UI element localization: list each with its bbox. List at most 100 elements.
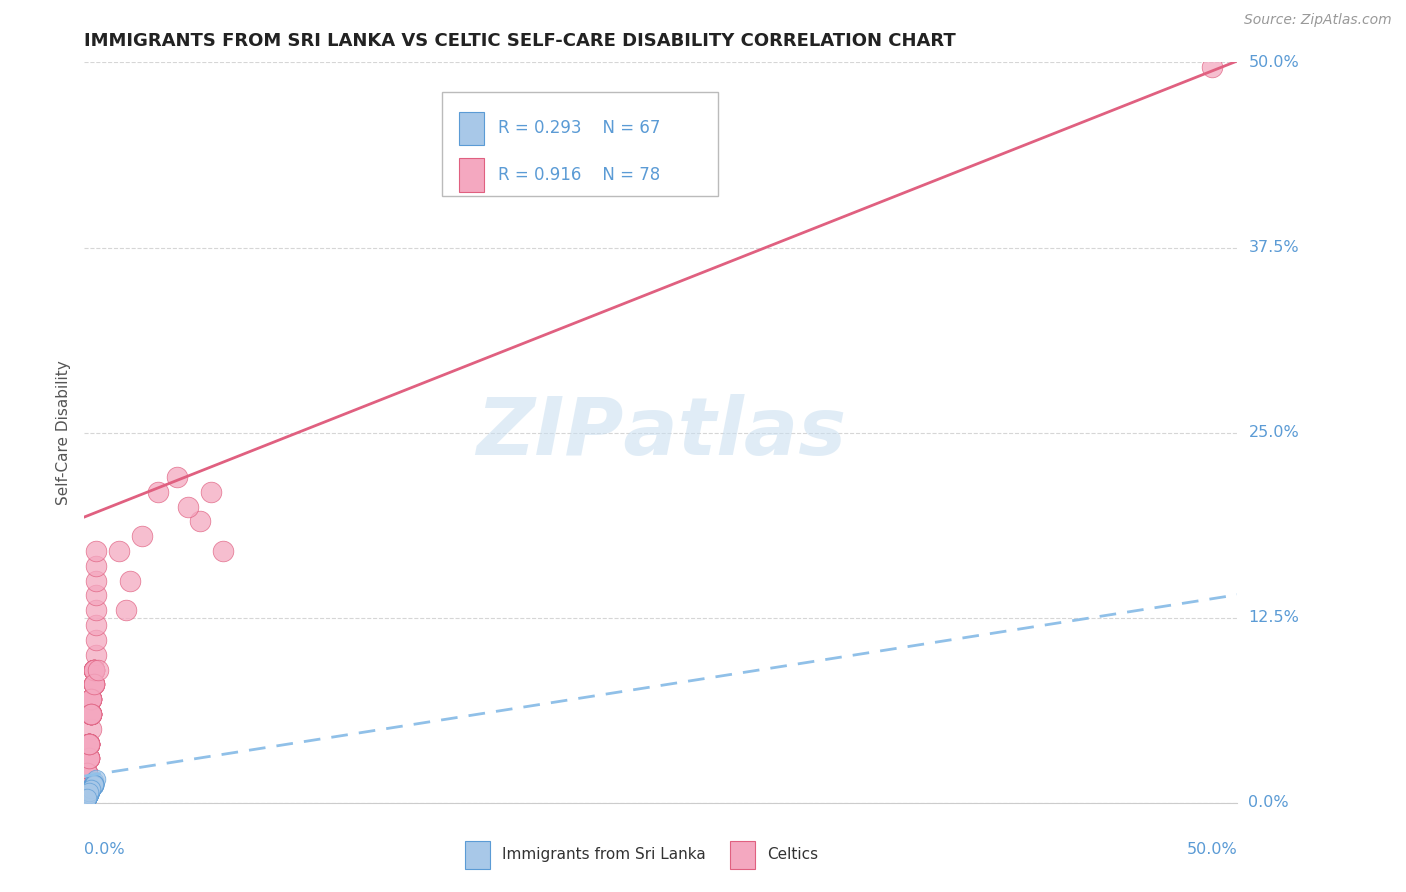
Point (76, 766, 98, 780)
Point (77, 737, 100, 751)
Point (76, 766, 98, 780)
Point (76, 766, 98, 780)
Text: R = 0.916    N = 78: R = 0.916 N = 78 (498, 166, 661, 184)
Point (131, 529, 153, 543)
Point (76, 791, 98, 805)
Point (83, 778, 105, 792)
Point (83, 677, 105, 691)
Point (77, 785, 100, 799)
Point (76, 791, 98, 805)
Point (108, 544, 131, 558)
Text: Source: ZipAtlas.com: Source: ZipAtlas.com (1244, 13, 1392, 28)
Point (76, 791, 98, 805)
Point (76, 780, 98, 795)
Point (87, 663, 110, 677)
Point (77, 751, 100, 765)
Point (77, 751, 100, 765)
Point (77, 785, 100, 799)
Point (77, 785, 100, 799)
Y-axis label: Self-Care Disability: Self-Care Disability (56, 360, 72, 505)
Point (80, 782, 103, 797)
Text: 0.0%: 0.0% (84, 842, 125, 856)
Text: 37.5%: 37.5% (1249, 240, 1299, 255)
Point (76, 780, 98, 795)
Point (77, 737, 100, 751)
Point (83, 663, 105, 677)
Text: 12.5%: 12.5% (1249, 610, 1299, 625)
Point (76, 791, 98, 805)
Point (76, 780, 98, 795)
Point (80, 780, 103, 795)
Point (80, 706, 103, 721)
Point (80, 782, 103, 797)
Point (77, 787, 100, 801)
Point (80, 706, 103, 721)
Point (76, 766, 98, 780)
Point (83, 776, 105, 790)
Text: R = 0.293    N = 67: R = 0.293 N = 67 (498, 120, 661, 137)
Point (83, 663, 105, 677)
Point (77, 787, 100, 801)
Point (84, 618, 107, 632)
Point (77, 737, 100, 751)
Point (1201, 60, 1223, 74)
Point (77, 737, 100, 751)
Point (77, 751, 100, 765)
Bar (730, 841, 755, 870)
Point (77, 737, 100, 751)
Point (77, 784, 100, 798)
Point (146, 484, 169, 499)
Point (80, 780, 103, 794)
Point (80, 692, 103, 706)
Point (77, 737, 100, 751)
Point (76, 789, 98, 803)
FancyBboxPatch shape (441, 92, 718, 195)
Point (83, 776, 105, 790)
Point (80, 780, 103, 795)
Point (80, 782, 103, 797)
Point (77, 787, 100, 801)
Point (76, 780, 98, 795)
Point (115, 603, 138, 617)
Point (177, 500, 200, 514)
Point (84, 632, 107, 647)
Point (77, 737, 100, 751)
Point (77, 785, 100, 799)
Text: Celtics: Celtics (766, 847, 818, 863)
Point (83, 677, 105, 691)
Point (80, 782, 103, 797)
Point (76, 791, 98, 805)
Point (77, 787, 100, 801)
Point (188, 515, 211, 529)
Point (76, 791, 98, 805)
Point (83, 663, 105, 677)
Point (77, 751, 100, 765)
Point (80, 692, 103, 706)
Point (76, 791, 98, 805)
Point (83, 773, 105, 788)
Bar (460, 112, 485, 145)
Point (83, 663, 105, 677)
Point (211, 544, 233, 558)
Point (76, 780, 98, 795)
Point (77, 785, 100, 799)
Point (80, 706, 103, 721)
Text: 50.0%: 50.0% (1187, 842, 1237, 856)
Point (77, 785, 100, 799)
Point (80, 782, 103, 797)
Point (76, 791, 98, 805)
Point (84, 574, 107, 588)
Point (80, 782, 103, 797)
Point (77, 787, 100, 801)
Point (76, 780, 98, 795)
Point (83, 663, 105, 677)
Point (80, 692, 103, 706)
Point (80, 780, 103, 794)
Point (76, 789, 98, 804)
Text: 50.0%: 50.0% (1249, 55, 1299, 70)
Point (76, 789, 98, 804)
Text: ZIP​atlas: ZIP​atlas (475, 393, 846, 472)
Point (80, 780, 103, 795)
Point (80, 722, 103, 736)
Point (76, 791, 98, 805)
